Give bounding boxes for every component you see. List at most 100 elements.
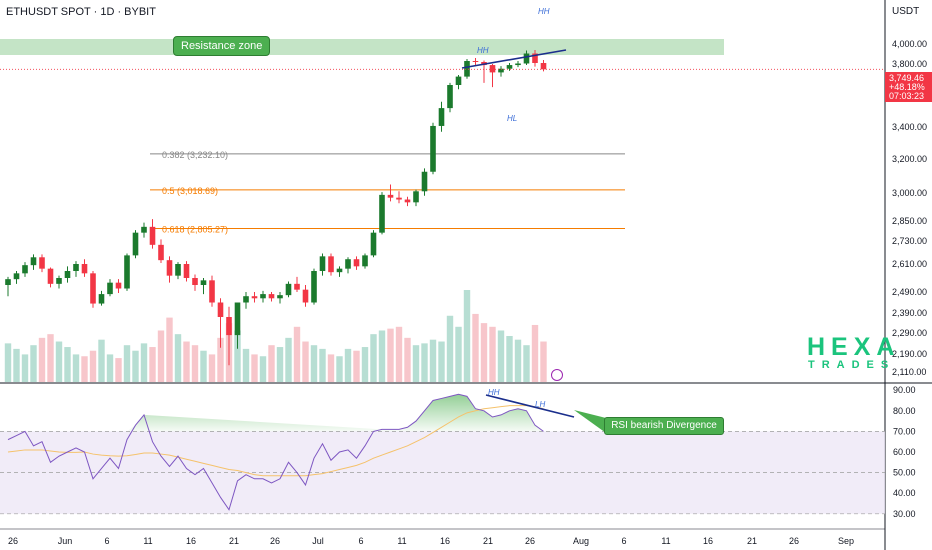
candle-body [149,226,156,245]
time-tick-label: 11 [661,536,670,546]
candle-body [353,259,360,267]
candle-body [183,264,190,278]
volume-bar [191,345,199,382]
candle-body [132,232,139,256]
hh-label-price-2: HH [538,7,550,16]
candle-body [81,264,88,274]
candle-body [472,61,479,62]
volume-bar [21,354,29,382]
volume-bar [327,354,335,382]
candle-body [455,76,462,85]
volume-bar [30,345,37,382]
volume-bar [446,315,454,382]
volume-bar [72,354,80,382]
watermark-trades: TRADES [808,359,896,371]
time-tick-label: 21 [229,536,239,546]
volume-bar [319,348,326,382]
volume-bar [115,358,122,382]
volume-bar [276,347,284,382]
time-tick-label: 21 [483,536,493,546]
volume-bar [412,345,420,382]
candle-body [540,63,547,70]
volume-bar [98,339,105,382]
volume-bar [514,339,522,382]
candle-body [260,294,266,299]
rsi-line [7,393,544,511]
rsi-overbought-fill [127,394,544,432]
fib-level-label: 0.618 (2,805.27) [162,224,228,234]
volume-bar [242,348,250,382]
candle-body [387,194,394,198]
volume-bar [429,339,437,382]
candle-body [56,278,62,284]
candle-body [64,271,71,278]
resistance-zone [0,39,724,55]
fib-level-label: 0.382 (3,232.10) [162,150,228,160]
volume-bar [336,356,343,382]
volume-bar [13,348,20,382]
currency-label: USDT [892,6,920,17]
watermark-hexa: HEXA [807,333,901,361]
price-change: +48.18% [889,82,925,92]
price-tick-label: 2,290.00 [892,328,927,338]
volume-bar [404,337,411,382]
price-tick-label: 3,800.00 [892,59,927,69]
candle-body [336,268,343,273]
rsi-tick-label: 50.00 [893,468,916,478]
volume-bar [4,343,12,382]
candle-body [175,264,181,276]
hh-label-rsi: HH [488,388,500,397]
last-price-badge: 3,749.46 +48.18% 07:03:23 [885,72,932,102]
volume-bar [208,354,216,382]
candle-body [47,268,54,284]
time-tick-label: 6 [104,536,109,546]
price-trendline [461,49,567,69]
candle-body [438,108,445,126]
volume-bar [106,354,114,382]
volume-bar [157,330,165,382]
rsi-divergence-label: RSI bearish Divergence [604,417,724,435]
candle-body [251,296,258,299]
candle-body [124,255,130,289]
volume-bar [506,336,513,382]
volume-bar [310,345,318,382]
volume-bar [370,334,377,382]
volume-bar [64,347,71,382]
candle-body [489,65,496,73]
time-tick-label: Jun [58,536,73,546]
volume-bar [395,326,403,382]
candle-body [532,53,538,63]
candle-body [464,61,470,77]
rsi-tick-label: 30.00 [893,509,916,519]
volume-bar [353,350,360,382]
candle-body [328,256,334,273]
candle-body [217,302,224,317]
last-price: 3,749.46 [889,73,925,83]
volume-bar [421,343,428,382]
time-tick-label: 26 [8,536,18,546]
candle-body [379,194,385,233]
candle-body [285,283,292,296]
volume-bar [38,337,46,382]
volume-bar [463,290,471,382]
candle-body [506,65,513,69]
candle-body [90,273,96,304]
volume-bar [523,345,530,382]
price-tick-label: 4,000.00 [892,39,927,49]
time-tick-label: 21 [747,536,757,546]
volume-bar [149,347,156,382]
volume-bar [540,341,547,382]
time-tick-label: 26 [270,536,280,546]
volume-bar [89,350,97,382]
volume-bar [140,343,148,382]
time-tick-label: Jul [312,536,324,546]
volume-bar [81,356,88,382]
time-tick-label: 16 [186,536,196,546]
candle-body [243,296,249,303]
resistance-zone-label: Resistance zone [173,36,271,56]
volume-bar [55,341,63,382]
rsi-tick-label: 70.00 [893,426,916,436]
price-tick-label: 2,490.00 [892,287,927,297]
candle-body [345,259,351,269]
